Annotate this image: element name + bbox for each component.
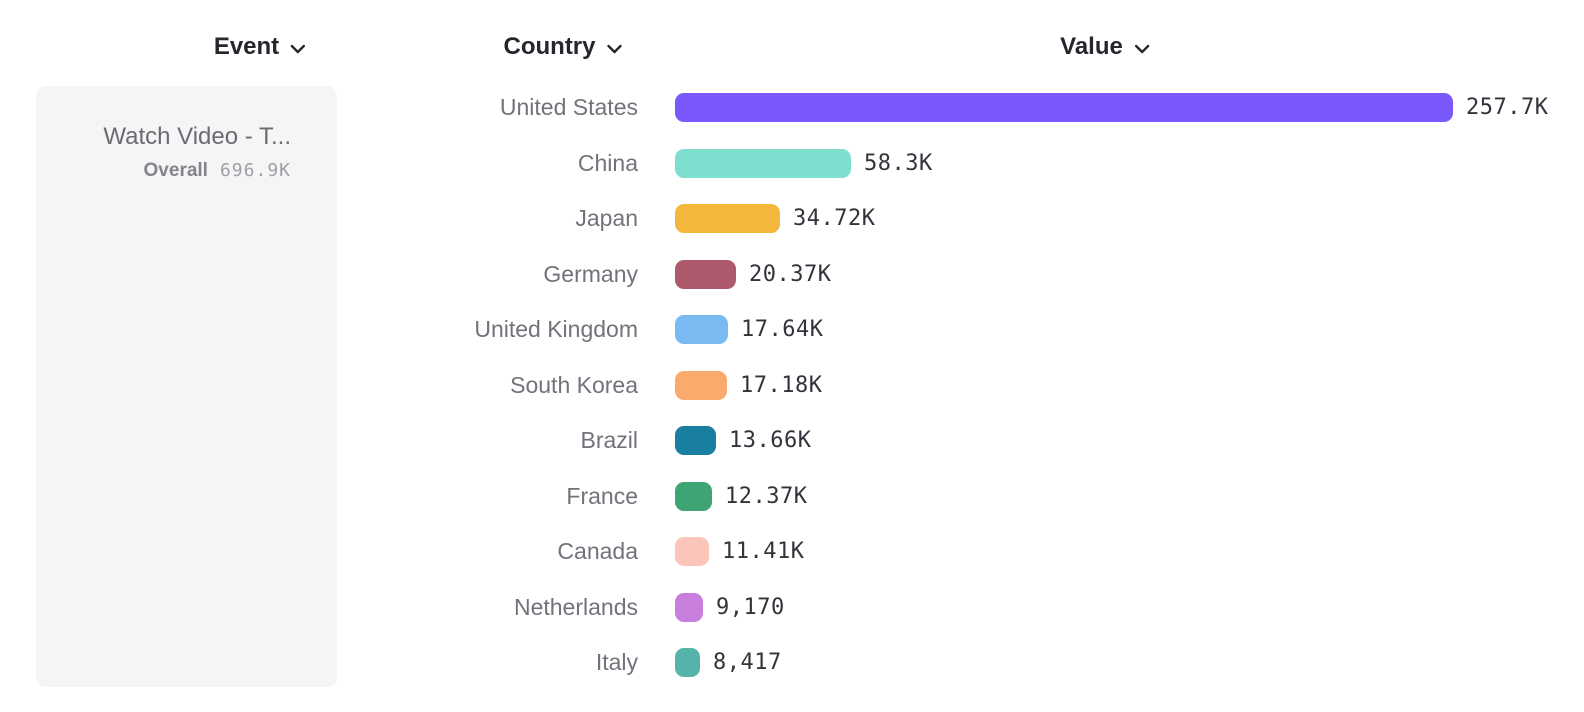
bar-wrap: 13.66K (675, 426, 812, 456)
value-bar[interactable] (675, 370, 727, 400)
chart-row: South Korea 17.18K (0, 358, 1584, 414)
value-label: 12.37K (725, 483, 808, 509)
value-bar[interactable] (675, 204, 780, 234)
chart-row: Brazil 13.66K (0, 413, 1584, 469)
value-bar[interactable] (675, 315, 728, 345)
value-bar[interactable] (675, 481, 712, 511)
country-label: Canada (557, 538, 638, 565)
value-label: 257.7K (1466, 95, 1549, 121)
chart-row: United Kingdom 17.64K (0, 302, 1584, 358)
value-label: 11.41K (722, 539, 805, 565)
value-bar[interactable] (675, 148, 851, 178)
country-label: United Kingdom (474, 316, 638, 343)
chart-row: France 12.37K (0, 469, 1584, 525)
bar-wrap: 34.72K (675, 204, 876, 234)
country-label: South Korea (510, 371, 638, 398)
country-label: France (566, 482, 638, 509)
overall-value: 696.9K (219, 160, 291, 181)
chart-row: Germany 20.37K (0, 247, 1584, 303)
country-label: Japan (575, 205, 638, 232)
country-label: China (577, 149, 638, 176)
chevron-down-icon (607, 44, 623, 54)
event-card[interactable]: Watch Video - T... Overall 696.9K (36, 86, 337, 687)
bar-wrap: 58.3K (675, 148, 933, 178)
chart-row: Netherlands 9,170 (0, 580, 1584, 636)
column-header-country-label: Country (503, 33, 596, 60)
column-header-value-label: Value (1060, 33, 1123, 60)
event-overall-row: Overall 696.9K (56, 160, 291, 182)
bar-wrap: 9,170 (675, 592, 785, 622)
value-bar[interactable] (675, 648, 700, 678)
column-header-value[interactable]: Value (1060, 33, 1150, 61)
chevron-down-icon (290, 44, 306, 54)
chart-row: Italy 8,417 (0, 635, 1584, 691)
bar-wrap: 17.64K (675, 315, 824, 345)
value-bar[interactable] (675, 426, 716, 456)
chart-row: Canada 11.41K (0, 524, 1584, 580)
event-title: Watch Video - T... (103, 123, 291, 150)
bar-wrap: 11.41K (675, 537, 805, 567)
value-label: 20.37K (749, 261, 832, 287)
value-label: 17.18K (740, 372, 823, 398)
overall-label: Overall (143, 160, 208, 181)
chart-row: China 58.3K (0, 136, 1584, 192)
value-label: 34.72K (793, 206, 876, 232)
column-header-country[interactable]: Country (504, 33, 623, 61)
column-header-event[interactable]: Event (214, 33, 306, 61)
country-label: Italy (595, 649, 638, 676)
bar-wrap: 17.18K (675, 370, 823, 400)
value-label: 58.3K (864, 150, 933, 176)
country-label: Netherlands (513, 593, 638, 620)
value-bar[interactable] (675, 592, 703, 622)
value-bar[interactable] (675, 537, 709, 567)
country-label: Germany (543, 260, 638, 287)
bar-chart: United States 257.7K China 58.3K Japan 34.72K… (0, 80, 1584, 691)
column-header-event-label: Event (213, 33, 280, 60)
bar-wrap: 12.37K (675, 481, 808, 511)
bar-wrap: 257.7K (675, 93, 1549, 123)
value-label: 8,417 (713, 650, 782, 676)
bar-wrap: 20.37K (675, 259, 832, 289)
value-bar[interactable] (675, 259, 736, 289)
bar-wrap: 8,417 (675, 648, 782, 678)
value-label: 13.66K (729, 428, 812, 454)
chart-row: Japan 34.72K (0, 191, 1584, 247)
value-bar[interactable] (675, 93, 1453, 123)
chart-row: United States 257.7K (0, 80, 1584, 136)
value-label: 9,170 (716, 594, 785, 620)
chevron-down-icon (1134, 44, 1150, 54)
value-label: 17.64K (741, 317, 824, 343)
country-label: Brazil (580, 427, 638, 454)
country-label: United States (499, 94, 638, 121)
